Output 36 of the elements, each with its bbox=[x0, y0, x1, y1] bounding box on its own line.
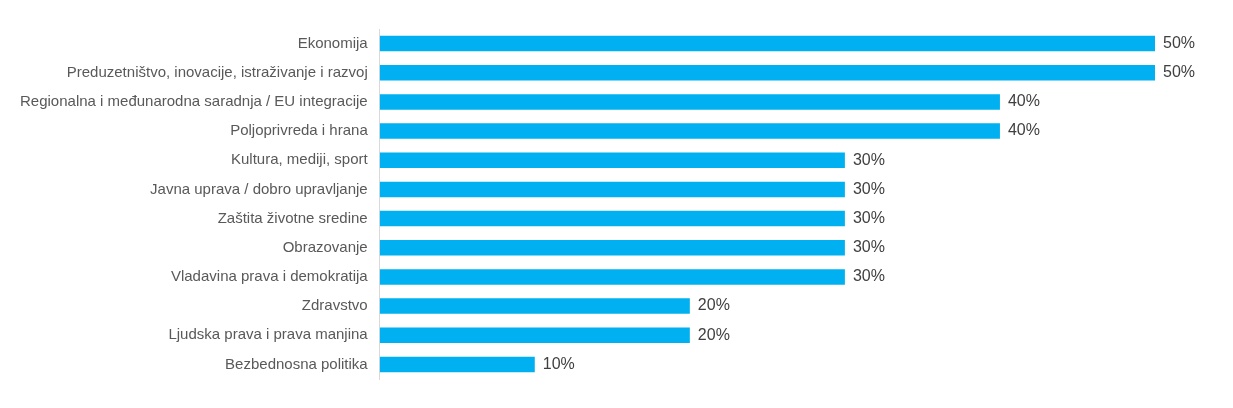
y-tick-label: Bezbednosna politika bbox=[225, 354, 369, 372]
bar bbox=[379, 356, 535, 373]
bar bbox=[379, 181, 845, 198]
data-label: 50% bbox=[1163, 33, 1196, 51]
bar bbox=[379, 123, 1000, 139]
y-tick-label: Kultura, mediji, sport bbox=[230, 150, 369, 168]
y-tick-label: Obrazovanje bbox=[282, 237, 368, 255]
y-tick-label: Javna uprava / dobro upravljanje bbox=[150, 179, 368, 197]
bar bbox=[379, 327, 690, 343]
bar bbox=[379, 240, 845, 256]
bar bbox=[379, 65, 1155, 81]
data-label: 40% bbox=[1007, 121, 1040, 139]
bar bbox=[379, 298, 690, 314]
data-label: 20% bbox=[697, 325, 730, 343]
data-label: 40% bbox=[1007, 92, 1040, 110]
y-tick-label: Vladavina prava i demokratija bbox=[170, 267, 369, 285]
data-label: 30% bbox=[852, 179, 885, 197]
data-label: 30% bbox=[852, 238, 885, 256]
data-label: 30% bbox=[852, 267, 885, 285]
data-label: 10% bbox=[542, 354, 575, 372]
y-tick-label: Zaštita životne sredine bbox=[217, 208, 368, 226]
data-label: 50% bbox=[1163, 63, 1196, 81]
bar bbox=[379, 35, 1155, 52]
data-label: 30% bbox=[852, 208, 885, 226]
bar bbox=[379, 269, 845, 285]
bar bbox=[379, 94, 1000, 110]
y-tick-label: Ekonomija bbox=[297, 33, 369, 51]
y-tick-label: Poljoprivreda i hrana bbox=[230, 121, 369, 139]
bar bbox=[379, 152, 845, 168]
y-tick-label: Preduzetništvo, inovacije, istraživanje i razvoj bbox=[66, 62, 368, 80]
data-label: 20% bbox=[697, 296, 730, 314]
y-tick-label: Ljudska prava i prava manjina bbox=[168, 325, 369, 343]
bar bbox=[379, 210, 845, 227]
y-tick-label: Zdravstvo bbox=[301, 296, 368, 314]
data-label: 30% bbox=[852, 150, 885, 168]
y-tick-label: Regionalna i međunarodna saradnja / EU integracije bbox=[20, 92, 368, 110]
